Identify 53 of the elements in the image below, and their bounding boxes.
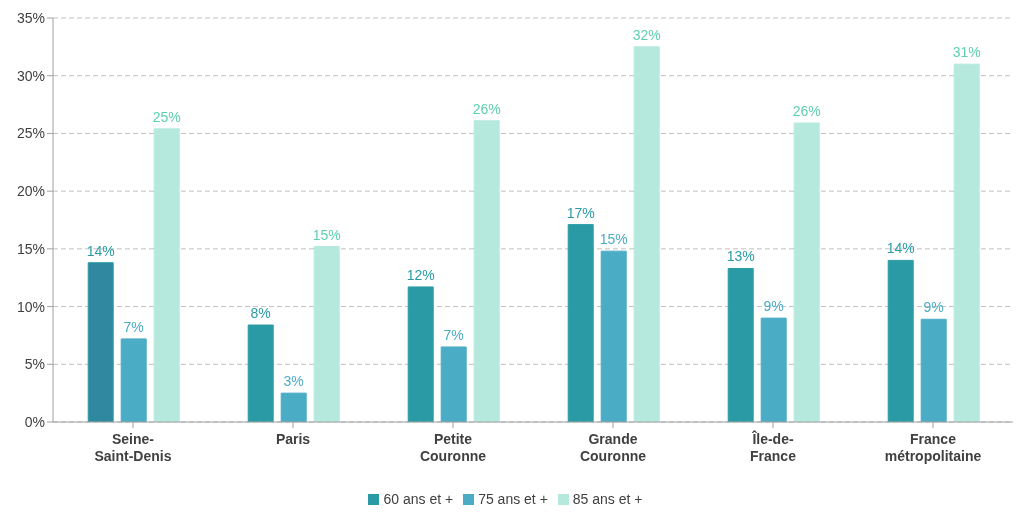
bar xyxy=(247,324,274,422)
bar xyxy=(120,338,147,422)
y-tick-label: 15% xyxy=(16,240,45,257)
bar xyxy=(760,317,787,422)
y-tick-label: 25% xyxy=(16,125,45,142)
bar xyxy=(793,122,820,422)
y-tick-label: 10% xyxy=(16,298,45,315)
data-label: 32% xyxy=(632,26,661,43)
data-label: 9% xyxy=(763,298,784,315)
data-label: 31% xyxy=(952,44,981,61)
bar xyxy=(600,250,627,422)
bar xyxy=(87,262,114,422)
x-tick-label: France métropolitaine xyxy=(884,431,982,464)
bar xyxy=(727,267,754,422)
x-tick-label: Île-de-France xyxy=(750,430,797,464)
x-tick-label: Grande Couronne xyxy=(579,431,647,464)
data-label: 14% xyxy=(886,240,915,257)
data-label: 15% xyxy=(312,226,341,243)
data-label: 17% xyxy=(566,204,595,221)
x-tick-label: Seine-Saint-Denis xyxy=(94,431,172,464)
data-label: 25% xyxy=(152,108,181,125)
bar xyxy=(440,346,467,422)
y-tick-label: 5% xyxy=(24,356,45,373)
y-tick-label: 35% xyxy=(16,9,45,26)
data-label: 13% xyxy=(726,248,755,265)
bar xyxy=(313,246,340,422)
x-tick-label: Petite Couronne xyxy=(419,431,487,464)
data-label: 12% xyxy=(406,266,435,283)
bar xyxy=(473,120,500,422)
data-label: 26% xyxy=(472,100,501,117)
bar xyxy=(153,128,180,422)
data-label: 8% xyxy=(250,305,271,322)
y-tick-label: 30% xyxy=(16,67,45,84)
bar xyxy=(280,392,307,422)
data-label: 15% xyxy=(599,231,628,248)
x-tick-label: Paris xyxy=(275,431,311,447)
bar xyxy=(633,46,660,422)
data-label: 9% xyxy=(923,299,944,316)
legend-label: 85 ans et + xyxy=(572,491,643,507)
data-label: 14% xyxy=(86,242,115,259)
y-tick-label: 20% xyxy=(16,183,45,200)
bar xyxy=(953,63,980,422)
data-label: 26% xyxy=(792,103,821,120)
y-tick-label: 0% xyxy=(24,413,45,430)
legend-label: 75 ans et + xyxy=(478,491,548,507)
bar xyxy=(407,286,434,422)
bar xyxy=(920,318,947,422)
bar xyxy=(887,259,914,422)
bar xyxy=(567,224,594,422)
data-label: 7% xyxy=(123,318,144,335)
data-label: 3% xyxy=(283,373,304,390)
data-label: 7% xyxy=(443,326,464,343)
legend-label: 60 ans et + xyxy=(383,491,454,507)
